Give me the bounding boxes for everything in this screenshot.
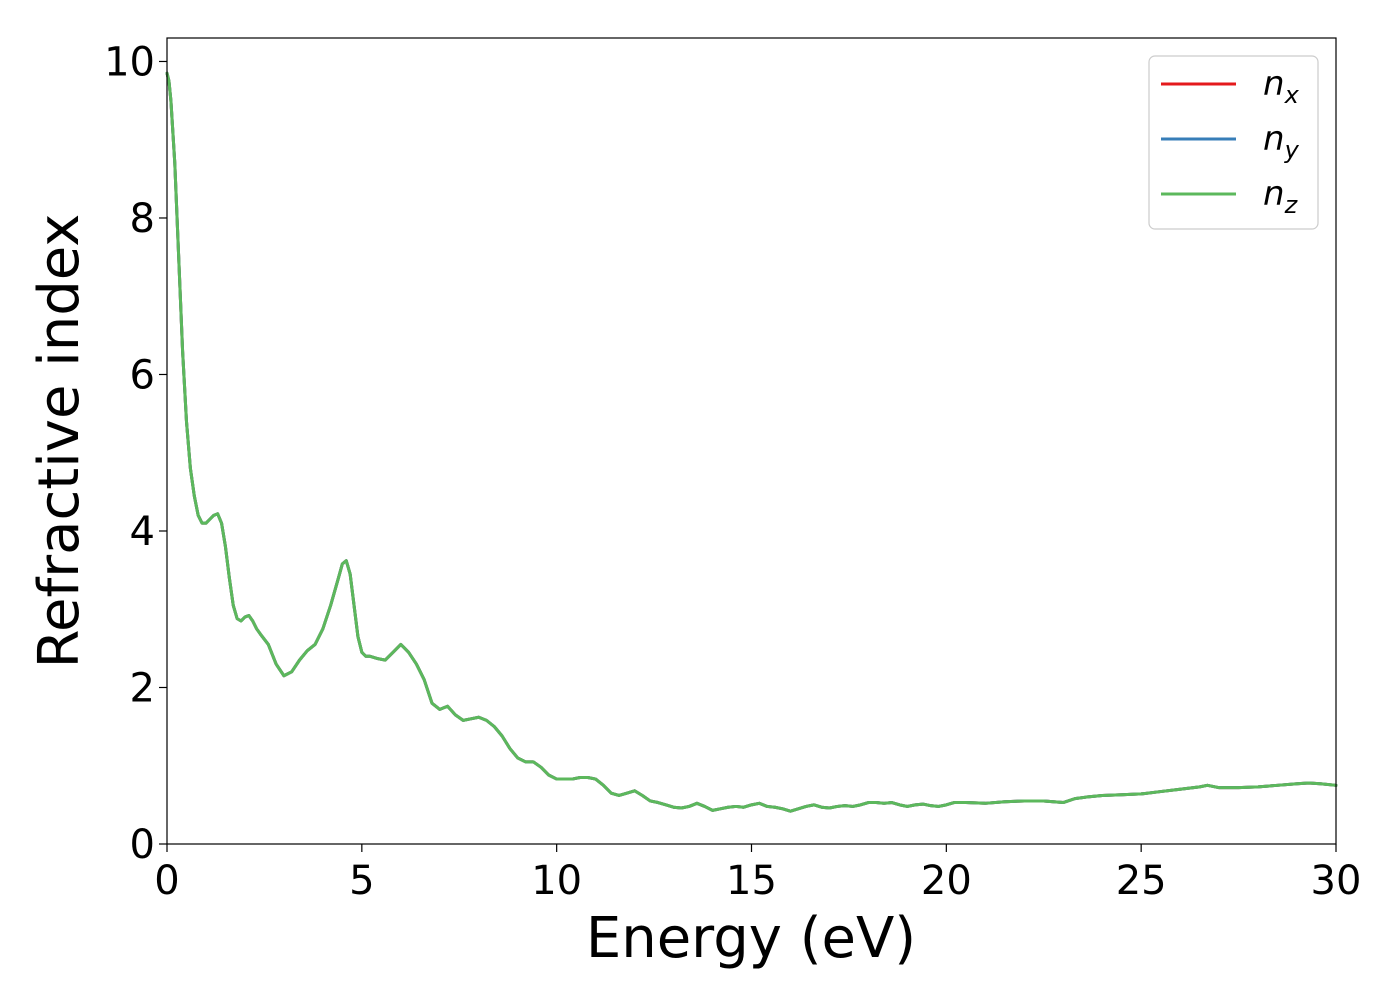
legend-label-subscript: z bbox=[1284, 191, 1299, 219]
x-tick-label: 20 bbox=[921, 858, 972, 904]
x-tick-label: 15 bbox=[726, 858, 777, 904]
legend-label-y: ny bbox=[1263, 119, 1300, 164]
legend-label-base: n bbox=[1263, 174, 1285, 214]
y-tick-label: 10 bbox=[104, 39, 155, 85]
series-layer bbox=[165, 71, 1338, 813]
y-axis: 0 2 4 6 8 10 bbox=[104, 39, 167, 868]
legend-label-base: n bbox=[1263, 119, 1285, 159]
x-axis: 0 5 10 15 20 25 30 bbox=[154, 844, 1361, 904]
y-tick-label: 0 bbox=[130, 822, 155, 868]
legend-label-z: nz bbox=[1263, 174, 1299, 219]
y-tick-label: 2 bbox=[130, 665, 155, 711]
legend-box bbox=[1148, 55, 1319, 230]
y-axis-label: Refractive index bbox=[27, 214, 92, 669]
x-tick-label: 25 bbox=[1116, 858, 1167, 904]
y-tick-label: 8 bbox=[130, 196, 155, 242]
legend-label-subscript: x bbox=[1284, 81, 1300, 109]
x-axis-label: Energy (eV) bbox=[586, 906, 916, 971]
y-tick-label: 6 bbox=[130, 352, 155, 398]
legend-label-x: nx bbox=[1263, 64, 1300, 109]
x-tick-label: 30 bbox=[1311, 858, 1362, 904]
x-tick-label: 0 bbox=[154, 858, 179, 904]
legend-label-subscript: y bbox=[1284, 136, 1300, 164]
y-tick-label: 4 bbox=[130, 509, 155, 555]
legend-label-base: n bbox=[1263, 64, 1285, 104]
series-line-n-z bbox=[165, 71, 1338, 813]
x-tick-label: 5 bbox=[349, 858, 374, 904]
x-tick-label: 10 bbox=[531, 858, 582, 904]
